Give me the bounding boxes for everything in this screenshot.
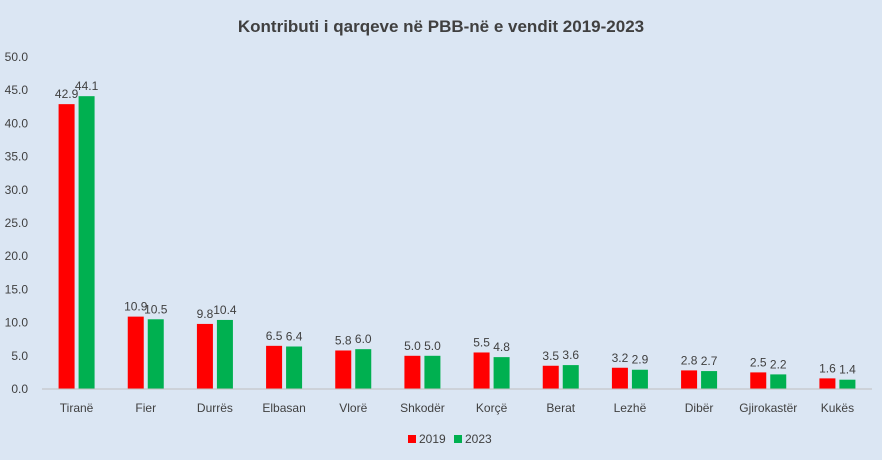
- bar-2023-2: [216, 319, 233, 389]
- x-tick-label: Tiranë: [60, 401, 94, 415]
- data-label-2023-0: 44.1: [75, 79, 99, 93]
- data-label-2023-5: 5.0: [424, 339, 441, 353]
- x-tick-label: Korçë: [476, 401, 508, 415]
- x-tick-label: Kukës: [821, 401, 854, 415]
- bar-2023-7: [562, 365, 579, 389]
- data-label-2023-4: 6.0: [355, 332, 372, 346]
- y-tick-label: 40.0: [5, 116, 29, 130]
- data-label-2023-7: 3.6: [562, 348, 579, 362]
- bar-2023-4: [355, 349, 372, 389]
- data-label-2023-3: 6.4: [286, 330, 303, 344]
- legend-label-2023: 2023: [465, 432, 492, 446]
- bar-2019-0: [58, 104, 75, 390]
- x-tick-label: Fier: [135, 401, 156, 415]
- bar-2019-1: [127, 316, 144, 389]
- x-tick-label: Vlorë: [339, 401, 367, 415]
- y-tick-label: 10.0: [5, 316, 29, 330]
- data-label-2019-10: 2.5: [750, 355, 767, 369]
- data-label-2019-9: 2.8: [681, 353, 698, 367]
- y-tick-label: 35.0: [5, 150, 29, 164]
- x-tick-label: Dibër: [685, 401, 714, 415]
- data-labels: 42.944.110.910.5 9.8 10.46.5 6.4 5.8 6.0 5.0 5.…: [55, 79, 856, 377]
- data-label-2019-1: 10.9: [124, 300, 148, 314]
- x-tick-label: Shkodër: [400, 401, 445, 415]
- bar-2019-9: [681, 370, 698, 389]
- data-label-2019-11: 1.6: [819, 361, 836, 375]
- bar-2023-0: [78, 96, 95, 390]
- data-label-2023-1: 10.5: [144, 302, 168, 316]
- x-tick-label: Durrës: [197, 401, 233, 415]
- x-tick-label: Elbasan: [262, 401, 305, 415]
- bar-2023-11: [839, 379, 856, 389]
- bar-2019-4: [335, 350, 352, 389]
- legend-label-2019: 2019: [419, 432, 446, 446]
- y-tick-label: 5.0: [11, 349, 28, 363]
- data-label-2023-9: 2.7: [701, 354, 718, 368]
- data-label-2019-2: 9.8: [197, 307, 214, 321]
- data-label-2019-3: 6.5: [266, 329, 283, 343]
- bar-2019-5: [404, 355, 421, 389]
- y-tick-label: 20.0: [5, 249, 29, 263]
- data-label-2019-4: 5.8: [335, 333, 352, 347]
- x-tick-label: Berat: [546, 401, 575, 415]
- data-label-2019-6: 5.5: [473, 335, 490, 349]
- bar-2023-3: [286, 346, 303, 389]
- data-label-2019-0: 42.9: [55, 87, 79, 101]
- bar-2019-11: [819, 378, 836, 389]
- legend-swatch-2023: [454, 435, 462, 443]
- bar-2019-2: [196, 323, 213, 389]
- y-axis: 0.0 5.0 10.0 15.0 20.0 25.0 30.0 35.0 40.0 45.0 50…: [5, 50, 29, 396]
- data-label-2023-2: 10.4: [213, 303, 237, 317]
- bars: [58, 96, 856, 390]
- bar-2019-10: [750, 372, 767, 389]
- bar-2019-8: [611, 367, 628, 389]
- y-tick-label: 30.0: [5, 183, 29, 197]
- bar-2023-9: [701, 371, 718, 389]
- bar-2019-3: [266, 345, 283, 389]
- bar-2023-8: [631, 369, 648, 389]
- legend-swatch-2019: [408, 435, 416, 443]
- data-label-2023-10: 2.2: [770, 357, 787, 371]
- chart-title: Kontributi i qarqeve në PBB-në e vendit …: [238, 17, 644, 36]
- data-label-2023-8: 2.9: [632, 353, 649, 367]
- bar-2019-6: [473, 352, 490, 389]
- y-tick-label: 50.0: [5, 50, 29, 64]
- bar-2023-10: [770, 374, 787, 389]
- x-axis: Tiranë Fier Durrës Elbasan Vlorë Shkodër Korçë…: [42, 388, 872, 415]
- bar-2023-5: [424, 355, 441, 389]
- data-label-2019-5: 5.0: [404, 339, 421, 353]
- bar-2023-1: [147, 319, 164, 389]
- data-label-2019-7: 3.5: [542, 349, 559, 363]
- bar-2023-6: [493, 357, 510, 389]
- bar-2019-7: [542, 365, 559, 389]
- x-tick-label: Gjirokastër: [739, 401, 797, 415]
- y-tick-label: 0.0: [11, 382, 28, 396]
- y-tick-label: 25.0: [5, 216, 29, 230]
- data-label-2023-6: 4.8: [493, 340, 510, 354]
- legend: 2019 2023: [408, 432, 492, 446]
- y-tick-label: 15.0: [5, 282, 29, 296]
- data-label-2019-8: 3.2: [612, 351, 629, 365]
- y-tick-label: 45.0: [5, 83, 29, 97]
- data-label-2023-11: 1.4: [839, 363, 856, 377]
- x-tick-label: Lezhë: [614, 401, 647, 415]
